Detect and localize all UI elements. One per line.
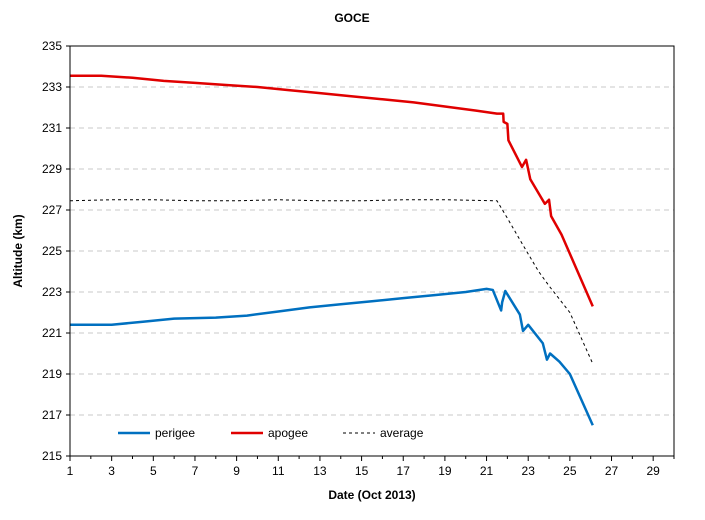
x-tick-label-19: 19 bbox=[438, 464, 452, 478]
x-tick-label-23: 23 bbox=[522, 464, 536, 478]
gridlines bbox=[70, 45, 674, 416]
x-tick-label-9: 9 bbox=[233, 464, 240, 478]
x-tick-label-21: 21 bbox=[480, 464, 494, 478]
x-tick-label-5: 5 bbox=[150, 464, 157, 478]
x-axis-label: Date (Oct 2013) bbox=[328, 488, 415, 502]
x-tick-label-7: 7 bbox=[192, 464, 199, 478]
y-tick-label-223: 223 bbox=[42, 285, 62, 299]
series-line-apogee bbox=[70, 74, 594, 307]
x-tick-label-11: 11 bbox=[272, 464, 285, 478]
y-axis-label: Altitude (km) bbox=[11, 214, 25, 287]
y-tick-label-217: 217 bbox=[42, 408, 62, 422]
series-line-perigee bbox=[70, 287, 594, 426]
x-tick-label-29: 29 bbox=[646, 464, 660, 478]
x-tick-label-17: 17 bbox=[397, 464, 411, 478]
legend-label-average: average bbox=[380, 426, 424, 440]
y-tick-label-225: 225 bbox=[42, 244, 62, 258]
y-tick-label-231: 231 bbox=[42, 121, 62, 135]
series-line-average bbox=[69, 199, 594, 364]
legend-label-apogee: apogee bbox=[268, 426, 308, 440]
legend-label-perigee: perigee bbox=[155, 426, 195, 440]
y-tick-label-219: 219 bbox=[42, 367, 62, 381]
y-tick-label-227: 227 bbox=[42, 203, 62, 217]
y-tick-label-215: 215 bbox=[42, 449, 62, 463]
y-tick-label-229: 229 bbox=[42, 162, 62, 176]
x-tick-label-15: 15 bbox=[355, 464, 369, 478]
chart-title: GOCE bbox=[334, 11, 369, 25]
x-tick-label-25: 25 bbox=[563, 464, 577, 478]
y-tick-label-221: 221 bbox=[42, 326, 62, 340]
x-tick-label-13: 13 bbox=[313, 464, 327, 478]
y-tick-label-235: 235 bbox=[42, 39, 62, 53]
legend: perigee apogee average bbox=[118, 426, 424, 440]
x-tick-label-27: 27 bbox=[605, 464, 619, 478]
y-tick-label-233: 233 bbox=[42, 80, 62, 94]
x-tick-label-1: 1 bbox=[67, 464, 74, 478]
x-tick-label-3: 3 bbox=[108, 464, 115, 478]
series-lines bbox=[69, 74, 594, 426]
